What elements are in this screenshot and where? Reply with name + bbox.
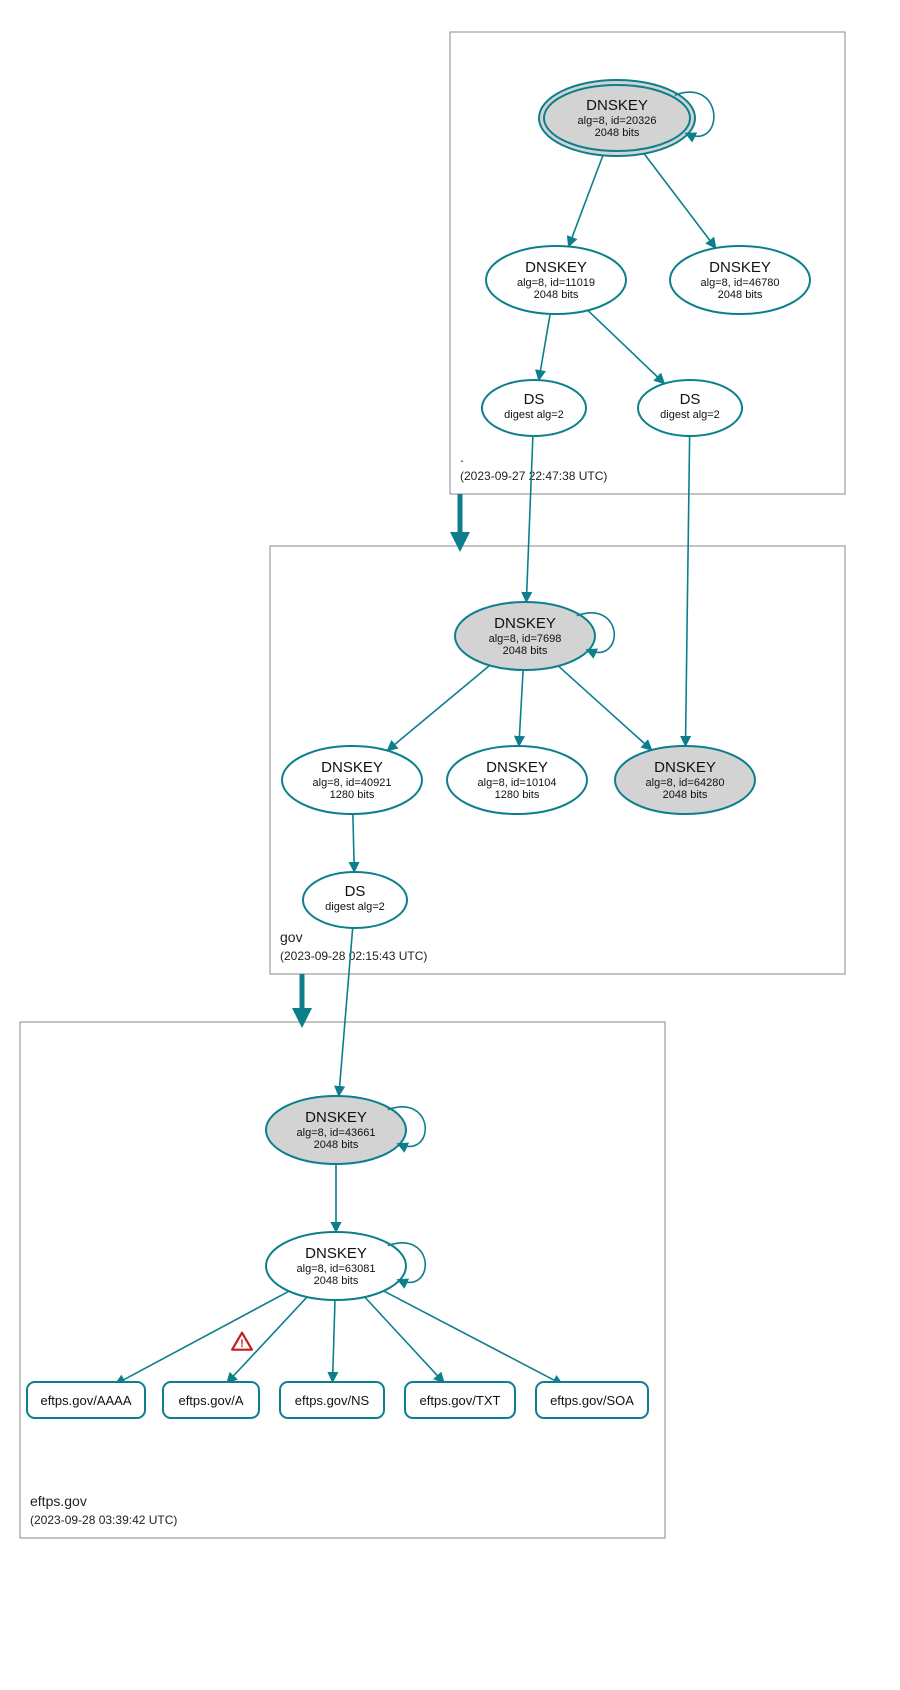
edge-root_zsk1-root_ds1 xyxy=(539,314,550,380)
node-line3: 2048 bits xyxy=(718,289,763,301)
record-rr_soa: eftps.gov/SOA xyxy=(536,1382,648,1418)
zone-name: eftps.gov xyxy=(30,1493,87,1509)
zone-timestamp: (2023-09-28 03:39:42 UTC) xyxy=(30,1513,177,1527)
node-line2: digest alg=2 xyxy=(660,409,720,421)
node-title: DNSKEY xyxy=(305,1245,367,1262)
node-line3: 1280 bits xyxy=(330,789,375,801)
edge-eftps_zsk-rr_aaaa xyxy=(115,1291,289,1384)
zone-name: . xyxy=(460,449,464,465)
node-title: DS xyxy=(524,391,545,408)
node-root_ksk: DNSKEYalg=8, id=203262048 bits xyxy=(539,80,714,156)
node-title: DS xyxy=(345,883,366,900)
zone-timestamp: (2023-09-28 02:15:43 UTC) xyxy=(280,949,427,963)
zone-name: gov xyxy=(280,929,303,945)
node-line3: 2048 bits xyxy=(314,1139,359,1151)
zone-timestamp: (2023-09-27 22:47:38 UTC) xyxy=(460,469,607,483)
node-title: DNSKEY xyxy=(486,759,548,776)
edge-root_ksk-root_zsk1 xyxy=(569,155,603,246)
node-eftps_zsk: DNSKEYalg=8, id=630812048 bits xyxy=(266,1232,425,1300)
edge-eftps_zsk-rr_ns xyxy=(333,1300,335,1382)
record-label: eftps.gov/NS xyxy=(295,1393,370,1408)
node-line2: alg=8, id=63081 xyxy=(297,1263,376,1275)
record-rr_aaaa: eftps.gov/AAAA xyxy=(27,1382,145,1418)
node-line2: alg=8, id=20326 xyxy=(578,115,657,127)
node-line3: 2048 bits xyxy=(503,645,548,657)
node-line3: 2048 bits xyxy=(663,789,708,801)
record-label: eftps.gov/TXT xyxy=(420,1393,501,1408)
node-title: DNSKEY xyxy=(305,1109,367,1126)
node-title: DS xyxy=(680,391,701,408)
node-title: DNSKEY xyxy=(494,615,556,632)
node-gov_zsk2: DNSKEYalg=8, id=101041280 bits xyxy=(447,746,587,814)
edge-root_zsk1-root_ds2 xyxy=(588,310,665,383)
node-gov_ds: DSdigest alg=2 xyxy=(303,872,407,928)
edge-gov_zsk1-gov_ds xyxy=(353,814,354,872)
node-gov_ksk: DNSKEYalg=8, id=76982048 bits xyxy=(455,602,614,670)
node-title: DNSKEY xyxy=(321,759,383,776)
node-line3: 2048 bits xyxy=(595,127,640,139)
node-line2: alg=8, id=11019 xyxy=(517,277,595,289)
record-rr_txt: eftps.gov/TXT xyxy=(405,1382,515,1418)
edge-eftps_zsk-rr_soa xyxy=(384,1291,563,1385)
dnssec-diagram: . (2023-09-27 22:47:38 UTC) gov (2023-09-28… xyxy=(0,0,900,1690)
node-line3: 1280 bits xyxy=(495,789,540,801)
node-line2: alg=8, id=43661 xyxy=(297,1127,376,1139)
edge-root_ds2-gov_zsk3 xyxy=(685,436,689,746)
warning-icon: ! xyxy=(232,1333,252,1350)
node-line3: 2048 bits xyxy=(314,1275,359,1287)
node-line2: alg=8, id=46780 xyxy=(701,277,780,289)
record-rr_ns: eftps.gov/NS xyxy=(280,1382,384,1418)
node-title: DNSKEY xyxy=(525,259,587,276)
record-label: eftps.gov/AAAA xyxy=(40,1393,131,1408)
node-root_ds2: DSdigest alg=2 xyxy=(638,380,742,436)
record-rr_a: eftps.gov/A xyxy=(163,1382,259,1418)
node-gov_zsk3: DNSKEYalg=8, id=642802048 bits xyxy=(615,746,755,814)
node-line2: digest alg=2 xyxy=(325,901,385,913)
node-gov_zsk1: DNSKEYalg=8, id=409211280 bits xyxy=(282,746,422,814)
node-title: DNSKEY xyxy=(654,759,716,776)
edge-root_ksk-root_zsk2 xyxy=(644,154,716,248)
node-title: DNSKEY xyxy=(586,97,648,114)
edge-gov_ksk-gov_zsk1 xyxy=(387,665,489,750)
node-line2: alg=8, id=7698 xyxy=(489,633,562,645)
node-eftps_ksk: DNSKEYalg=8, id=436612048 bits xyxy=(266,1096,425,1164)
node-title: DNSKEY xyxy=(709,259,771,276)
node-line2: alg=8, id=10104 xyxy=(478,777,557,789)
node-line2: digest alg=2 xyxy=(504,409,564,421)
edge-gov_ksk-gov_zsk3 xyxy=(558,666,652,750)
record-label: eftps.gov/A xyxy=(178,1393,243,1408)
node-root_ds1: DSdigest alg=2 xyxy=(482,380,586,436)
svg-text:!: ! xyxy=(240,1338,244,1350)
record-label: eftps.gov/SOA xyxy=(550,1393,634,1408)
node-root_zsk2: DNSKEYalg=8, id=467802048 bits xyxy=(670,246,810,314)
node-line2: alg=8, id=64280 xyxy=(646,777,725,789)
node-root_zsk1: DNSKEYalg=8, id=110192048 bits xyxy=(486,246,626,314)
edge-gov_ksk-gov_zsk2 xyxy=(519,670,523,746)
edge-root_ds1-gov_ksk xyxy=(526,436,533,602)
node-line2: alg=8, id=40921 xyxy=(313,777,392,789)
node-line3: 2048 bits xyxy=(534,289,579,301)
edge-eftps_zsk-rr_txt xyxy=(365,1297,444,1383)
